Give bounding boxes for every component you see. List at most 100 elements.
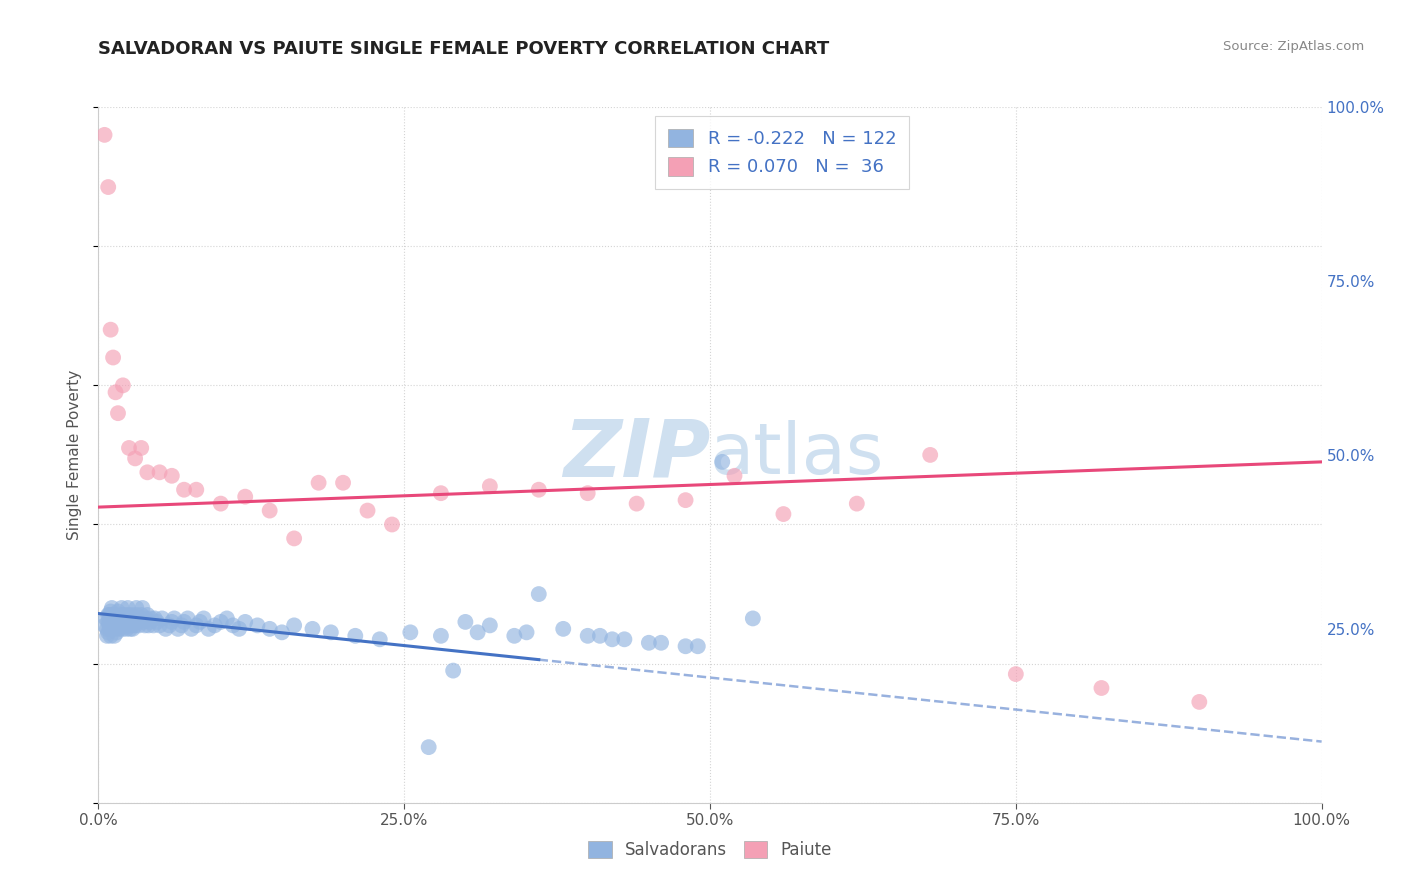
Point	[132, 615, 155, 629]
Point	[576, 629, 599, 643]
Point	[129, 611, 152, 625]
Point	[381, 517, 404, 532]
Point	[418, 740, 440, 755]
Point	[114, 618, 136, 632]
Point	[104, 607, 127, 622]
Point	[173, 483, 195, 497]
Point	[104, 385, 127, 400]
Point	[101, 351, 124, 365]
Point	[845, 497, 868, 511]
Point	[120, 607, 142, 622]
Point	[128, 618, 150, 632]
Point	[124, 451, 146, 466]
Point	[125, 601, 148, 615]
Point	[233, 490, 256, 504]
Point	[103, 622, 125, 636]
Text: ZIP: ZIP	[562, 416, 710, 494]
Point	[177, 611, 200, 625]
Point	[356, 503, 378, 517]
Point	[454, 615, 477, 629]
Point	[283, 532, 305, 546]
Point	[138, 618, 160, 632]
Point	[112, 607, 135, 622]
Text: SALVADORAN VS PAIUTE SINGLE FEMALE POVERTY CORRELATION CHART: SALVADORAN VS PAIUTE SINGLE FEMALE POVER…	[98, 40, 830, 58]
Point	[97, 180, 120, 194]
Point	[129, 441, 152, 455]
Point	[157, 618, 180, 632]
Point	[675, 639, 697, 653]
Point	[527, 483, 550, 497]
Point	[107, 605, 129, 619]
Point	[173, 615, 195, 629]
Point	[96, 622, 118, 636]
Text: Source: ZipAtlas.com: Source: ZipAtlas.com	[1223, 40, 1364, 54]
Point	[920, 448, 942, 462]
Point	[97, 625, 120, 640]
Point	[118, 611, 141, 625]
Point	[131, 601, 153, 615]
Point	[118, 441, 141, 455]
Point	[100, 605, 122, 619]
Point	[124, 611, 146, 625]
Point	[120, 615, 142, 629]
Point	[111, 601, 134, 615]
Point	[259, 622, 281, 636]
Point	[368, 632, 391, 647]
Point	[101, 611, 124, 625]
Point	[204, 618, 226, 632]
Point	[139, 611, 162, 625]
Point	[441, 664, 464, 678]
Point	[613, 632, 636, 647]
Point	[259, 503, 281, 517]
Point	[101, 618, 124, 632]
Point	[503, 629, 526, 643]
Point	[167, 622, 190, 636]
Point	[115, 615, 138, 629]
Point	[104, 615, 127, 629]
Point	[515, 625, 537, 640]
Point	[686, 639, 709, 653]
Point	[105, 625, 128, 640]
Point	[215, 611, 238, 625]
Point	[120, 622, 142, 636]
Point	[576, 486, 599, 500]
Point	[100, 611, 122, 625]
Point	[170, 618, 193, 632]
Point	[430, 629, 453, 643]
Point	[160, 468, 183, 483]
Point	[180, 622, 202, 636]
Point	[135, 611, 157, 625]
Point	[150, 611, 173, 625]
Point	[143, 611, 166, 625]
Point	[638, 636, 661, 650]
Point	[430, 486, 453, 500]
Point	[186, 618, 208, 632]
Point	[142, 618, 165, 632]
Point	[1090, 681, 1112, 695]
Point	[112, 615, 135, 629]
Point	[93, 128, 115, 142]
Point	[228, 622, 250, 636]
Point	[111, 622, 134, 636]
Point	[186, 483, 208, 497]
Point	[97, 615, 120, 629]
Point	[110, 618, 132, 632]
Point	[222, 618, 245, 632]
Point	[301, 622, 323, 636]
Point	[741, 611, 763, 625]
Text: atlas: atlas	[710, 420, 884, 490]
Point	[115, 622, 138, 636]
Point	[711, 455, 734, 469]
Point	[149, 466, 172, 480]
Point	[100, 629, 122, 643]
Point	[332, 475, 354, 490]
Y-axis label: Single Female Poverty: Single Female Poverty	[67, 370, 83, 540]
Point	[111, 611, 134, 625]
Point	[121, 611, 143, 625]
Point	[209, 615, 232, 629]
Point	[149, 618, 172, 632]
Point	[600, 632, 623, 647]
Point	[107, 406, 129, 420]
Point	[108, 615, 131, 629]
Point	[160, 615, 183, 629]
